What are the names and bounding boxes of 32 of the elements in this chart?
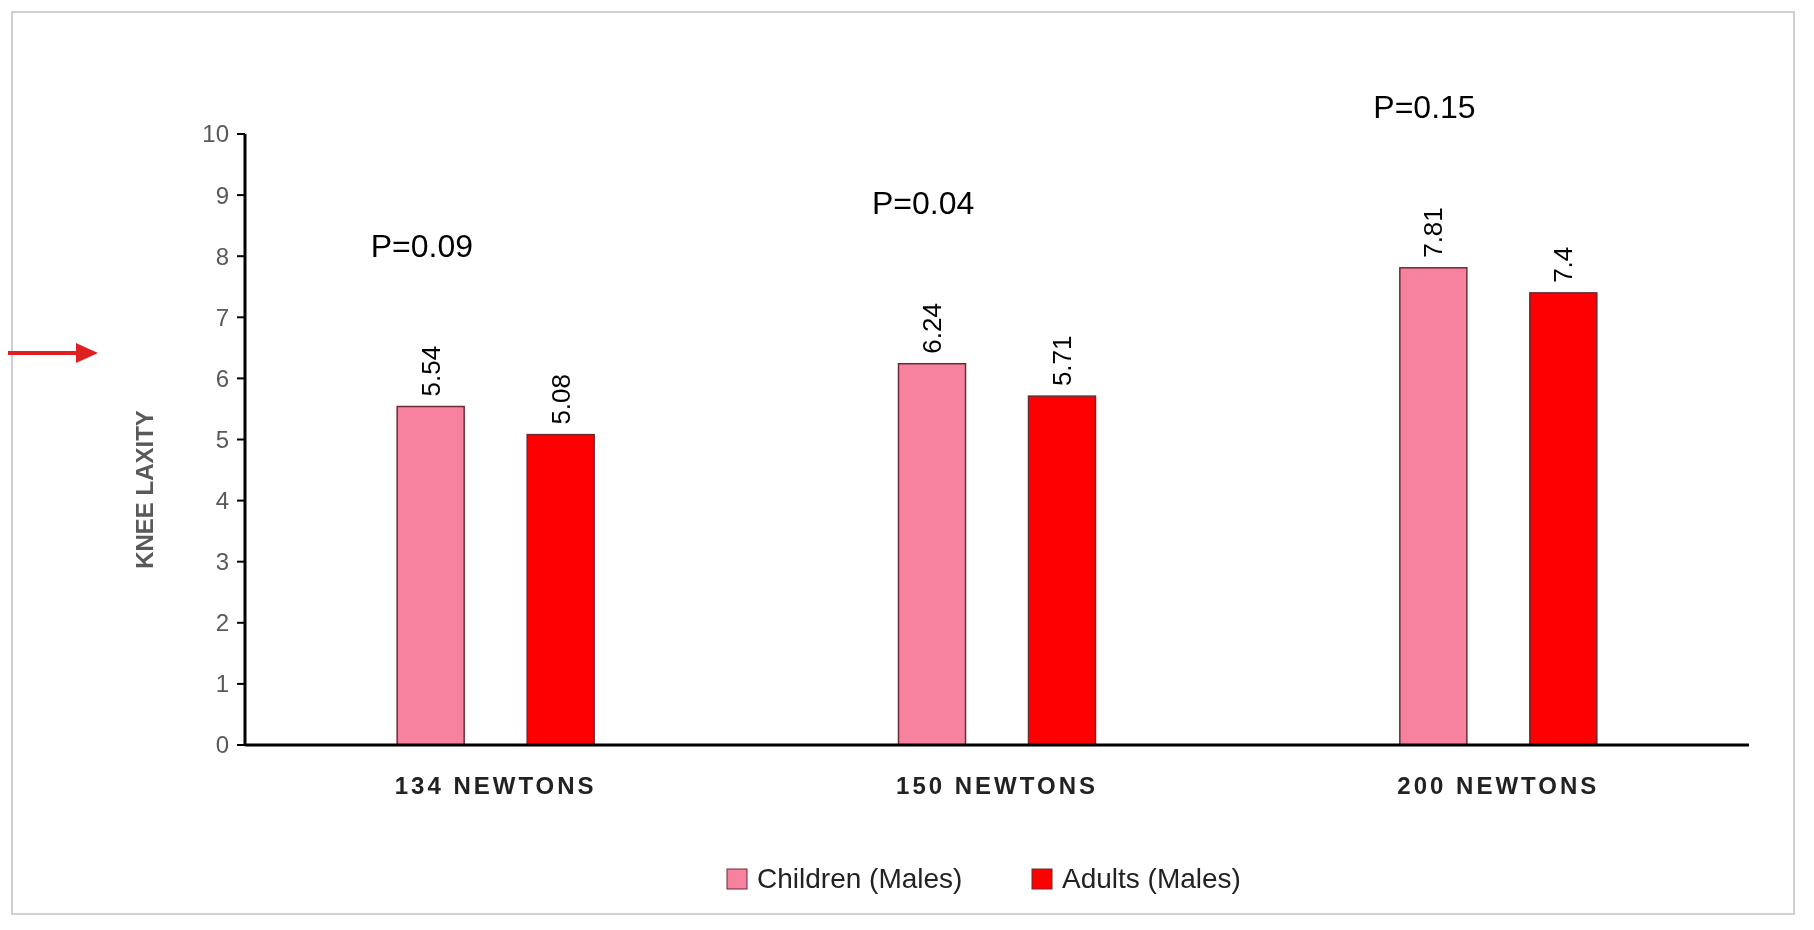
y-tick-label: 4 [215,487,229,514]
y-axis-title: KNEE LAXITY [131,410,158,569]
annotation: P=0.09 [370,227,473,264]
bar [396,405,465,746]
data-label: 7.81 [1418,207,1449,258]
data-label: 5.08 [545,374,576,425]
y-tick-label: 7 [215,303,229,331]
y-tick-label: 0 [215,731,229,759]
bar [526,433,595,746]
bar [1529,292,1598,746]
data-label: 5.54 [415,345,446,397]
bar [1027,395,1097,746]
x-tick-label: 134 NEWTONS [394,772,597,799]
y-tick-label: 2 [215,609,229,637]
x-tick-label: 200 NEWTONS [1397,772,1600,799]
bar [1399,267,1468,746]
y-tick-label: 8 [215,242,229,270]
y-tick-label: 10 [202,120,229,148]
y-tick-label: 5 [215,425,229,453]
x-tick-label: 150 NEWTONS [896,772,1098,799]
data-label: 7.4 [1548,246,1579,283]
data-label: 6.24 [917,303,947,354]
y-tick-label: 3 [215,548,229,576]
y-tick-label: 9 [215,181,229,209]
text: P=0.15 [1373,88,1476,125]
y-tick-label: 6 [215,364,229,392]
legend-label: Adults (Males) [1062,863,1241,894]
data-label: 5.71 [1047,335,1077,387]
annotation: P=0.04 [872,184,975,221]
bar [897,362,967,746]
y-tick-label: 1 [215,670,229,698]
legend-label: Children (Males) [757,863,963,894]
